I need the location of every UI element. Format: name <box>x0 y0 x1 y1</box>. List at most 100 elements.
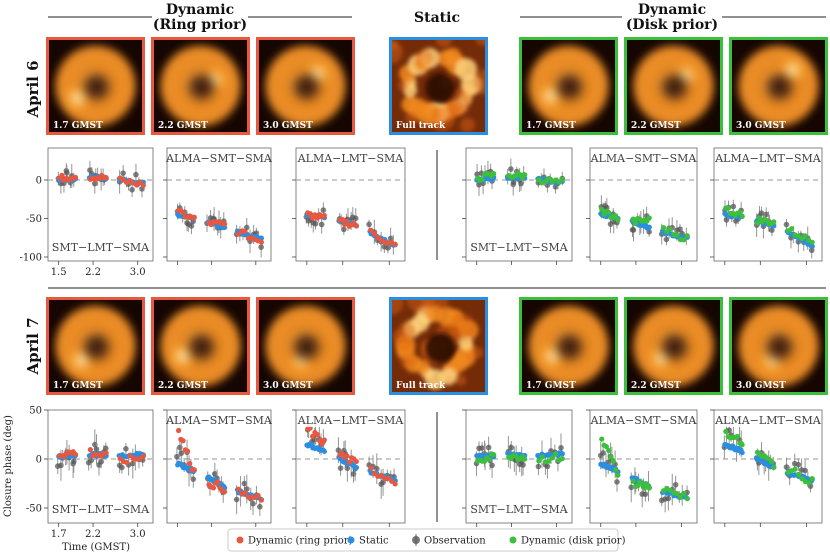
observation-point <box>783 221 790 228</box>
image-label: 2.2 GMST <box>158 381 208 391</box>
x-tick-label: 3.0 <box>130 267 146 278</box>
observation-point <box>535 463 542 470</box>
observation-point <box>677 226 683 232</box>
disk-prior-point <box>491 452 497 458</box>
disk-prior-point <box>642 485 648 491</box>
disk-prior-point <box>522 456 528 462</box>
disk-prior-point <box>809 476 815 482</box>
disk-prior-point <box>681 237 687 243</box>
observation-point <box>352 215 359 222</box>
ring-prior-point <box>59 172 65 178</box>
observation-point <box>93 446 100 452</box>
disk-prior-point <box>635 483 641 489</box>
observation-point <box>312 220 319 227</box>
ring-prior-point <box>307 211 313 217</box>
observation-point <box>628 484 635 491</box>
triangle-label-front: ALMA−LMT−SMA <box>714 414 822 427</box>
disk-prior-point <box>542 178 549 185</box>
ring-prior-point <box>187 460 193 467</box>
observation-point <box>341 226 347 233</box>
ring-prior-point <box>368 465 374 471</box>
observation-point <box>508 166 514 172</box>
disk-prior-point <box>630 478 636 484</box>
image-thumbnail: 2.2 GMST <box>151 37 250 135</box>
disk-prior-point <box>546 175 552 182</box>
triangle-label-front: ALMA−SMT−SMA <box>590 414 698 427</box>
image-frame <box>389 297 488 395</box>
observation-point <box>630 227 637 233</box>
header-dynamic-disk-line1: Dynamic <box>638 2 706 18</box>
panel-frame <box>589 147 698 262</box>
disk-prior-point <box>674 232 680 238</box>
image-frame <box>389 37 488 135</box>
observation-point <box>129 460 136 467</box>
observation-point <box>600 450 606 456</box>
observation-point <box>250 500 256 507</box>
observation-point <box>508 444 515 451</box>
observation-point <box>479 445 485 451</box>
disk-prior-point <box>552 451 559 457</box>
image-thumbnail: 2.2 GMST <box>151 297 250 395</box>
ring-prior-point <box>222 221 228 227</box>
observation-point <box>119 464 125 471</box>
ring-prior-point <box>378 472 384 478</box>
header-static: Static <box>414 10 460 26</box>
triangle-label-front: ALMA−LMT−SMA <box>714 152 822 165</box>
static-point <box>559 451 565 457</box>
header-dynamic-disk: Dynamic (Disk prior) <box>520 2 826 34</box>
ring-prior-point <box>215 479 221 485</box>
ring-prior-point <box>371 470 377 477</box>
disk-prior-point <box>606 447 612 454</box>
image-label: 3.0 GMST <box>263 121 313 131</box>
ring-prior-point <box>321 212 327 219</box>
observation-point <box>123 445 129 452</box>
legend-label: Observation <box>424 536 486 547</box>
disk-prior-point <box>559 456 565 462</box>
x-tick-label: 2.2 <box>85 267 101 278</box>
observation-point <box>233 496 240 503</box>
disk-prior-point <box>486 456 492 463</box>
observation-point <box>337 465 344 471</box>
observation-point <box>71 458 77 465</box>
ring-prior-point <box>103 450 109 456</box>
ring-prior-point <box>191 467 197 473</box>
observation-point <box>385 245 391 251</box>
ring-prior-point <box>344 453 350 459</box>
observation-point <box>320 207 327 213</box>
ring-prior-point <box>140 182 146 188</box>
disk-prior-point <box>799 476 805 482</box>
y-tick-label: -100 <box>20 253 42 264</box>
ring-prior-point <box>258 497 264 503</box>
image-thumbnail: Full track <box>389 297 488 395</box>
observation-point <box>178 450 185 456</box>
image-label: 2.2 GMST <box>158 121 208 131</box>
row-label-april6: April 6 <box>24 60 42 118</box>
observation-point <box>663 236 670 243</box>
observation-point <box>133 171 139 178</box>
ring-prior-point <box>353 223 359 229</box>
y-tick-label: 0 <box>36 176 42 187</box>
disk-prior-point <box>664 229 670 235</box>
ring-prior-point <box>222 489 228 495</box>
image-thumbnail: 1.7 GMST <box>519 37 618 135</box>
observation-point <box>387 235 394 242</box>
header-dynamic-ring-line1: Dynamic <box>166 2 234 18</box>
disk-prior-point <box>549 455 555 461</box>
observation-point <box>344 465 351 471</box>
label-bg <box>300 414 401 427</box>
disk-prior-point <box>734 433 741 440</box>
observation-point <box>474 171 480 178</box>
ring-prior-point <box>210 485 217 491</box>
observation-point <box>120 170 126 176</box>
header-dynamic-disk-line2: (Disk prior) <box>626 17 718 33</box>
ring-prior-point <box>72 174 79 180</box>
label-bg <box>169 414 269 427</box>
observation-point <box>190 476 197 482</box>
disk-prior-point <box>725 205 731 211</box>
observation-point <box>64 170 70 176</box>
ring-prior-point <box>137 179 143 185</box>
ring-prior-point <box>258 239 264 245</box>
